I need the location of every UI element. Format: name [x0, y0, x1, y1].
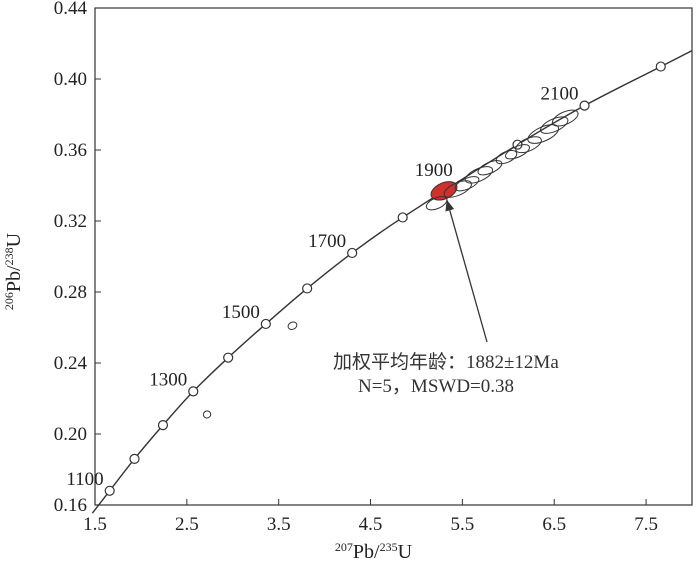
- x-tick-label: 2.5: [175, 514, 199, 535]
- concordia-marker: [260, 318, 271, 330]
- age-label: 1300: [149, 369, 187, 390]
- concordia-marker: [104, 485, 115, 496]
- concordia-marker: [129, 453, 140, 464]
- annotation-line-1: 加权平均年龄：1882±12Ma: [333, 351, 559, 373]
- concordia-marker: [223, 352, 234, 363]
- age-label: 1500: [222, 302, 260, 323]
- concordia-curve: [91, 49, 693, 514]
- age-label: 1900: [415, 160, 453, 181]
- y-tick-label: 0.40: [54, 69, 87, 90]
- concordia-marker: [579, 100, 590, 111]
- annotation-line-2: N=5，MSWD=0.38: [358, 376, 514, 397]
- x-tick-label: 4.5: [359, 514, 383, 535]
- error-ellipse: [515, 136, 542, 154]
- y-tick-label: 0.16: [54, 495, 87, 516]
- error-ellipse: [495, 149, 518, 165]
- annotation-arrow-line: [446, 199, 488, 343]
- y-tick-label: 0.32: [54, 211, 87, 232]
- x-tick-label: 6.5: [542, 514, 566, 535]
- y-tick-label: 0.44: [54, 0, 88, 19]
- error-ellipse: [464, 166, 494, 184]
- y-tick-label: 0.24: [54, 353, 88, 374]
- age-label: 1100: [66, 469, 103, 490]
- error-ellipse: [287, 321, 298, 330]
- x-tick-label: 7.5: [634, 514, 658, 535]
- y-axis-title: 206Pb/238U: [2, 232, 25, 310]
- error-ellipse: [527, 124, 560, 144]
- concordia-marker: [397, 212, 408, 223]
- y-tick-label: 0.20: [54, 424, 87, 445]
- x-tick-label: 5.5: [451, 514, 475, 535]
- concordia-marker: [302, 283, 313, 294]
- error-ellipse-highlight: [430, 181, 458, 201]
- error-ellipse: [505, 144, 530, 160]
- plot-border: [94, 7, 693, 506]
- annotation-arrow-head: [445, 199, 455, 212]
- age-label: 1700: [308, 231, 346, 252]
- concordia-marker: [157, 420, 169, 431]
- y-tick-label: 0.28: [54, 282, 87, 303]
- x-tick-label: 1.5: [83, 514, 107, 535]
- age-label: 2100: [541, 84, 579, 105]
- error-ellipse: [477, 160, 503, 176]
- x-axis-title: 207Pb/235U: [335, 540, 413, 563]
- concordia-marker: [188, 386, 199, 397]
- error-ellipse: [551, 109, 579, 127]
- error-ellipse: [202, 410, 212, 419]
- y-tick-label: 0.36: [54, 140, 87, 161]
- concordia-marker: [655, 61, 666, 72]
- error-ellipse: [540, 116, 569, 134]
- concordia-marker: [347, 247, 358, 259]
- error-ellipse: [425, 196, 448, 211]
- x-tick-label: 3.5: [267, 514, 291, 535]
